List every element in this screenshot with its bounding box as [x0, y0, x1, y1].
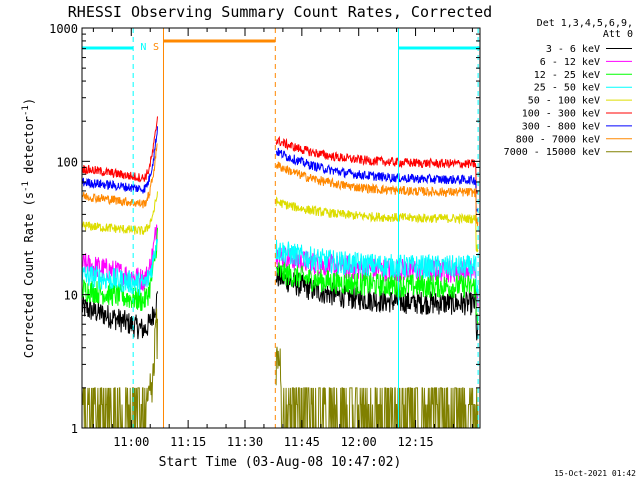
y-axis-label-end: ) — [22, 98, 36, 105]
y-axis-label-main: Corrected Count Rate (s — [22, 192, 36, 358]
x-tick-label: 11:15 — [170, 435, 206, 449]
legend-label: 6 - 12 keV — [540, 57, 600, 68]
x-tick-label: 12:15 — [397, 435, 433, 449]
y-axis-label: Corrected Count Rate (s-1 detector-1) — [21, 98, 36, 358]
legend-header: Det 1,3,4,5,6,9, — [537, 18, 633, 29]
series-line-pre — [81, 191, 158, 235]
series-line-post — [275, 135, 479, 195]
x-tick-label: 12:00 — [341, 435, 377, 449]
series-line-post — [275, 161, 479, 227]
series-line-post — [275, 196, 479, 253]
series-line-pre — [81, 143, 158, 209]
series-line-post — [275, 147, 479, 212]
legend-label: 7000 - 15000 keV — [504, 147, 600, 158]
legend-label: 50 - 100 keV — [528, 96, 600, 107]
legend-label: 12 - 25 keV — [534, 70, 600, 81]
series-line-post — [275, 346, 479, 429]
y-axis-label-sup1: -1 — [21, 181, 31, 192]
series-line-pre — [81, 238, 158, 296]
legend-label: 25 - 50 keV — [534, 83, 600, 94]
x-axis-label: Start Time (03-Aug-08 10:47:02) — [159, 455, 402, 470]
y-axis-label-sup2: -1 — [21, 105, 31, 116]
legend-label: 100 - 300 keV — [522, 109, 600, 120]
y-tick-label: 1 — [71, 422, 78, 436]
series-line-post — [275, 239, 479, 297]
x-tick-label: 11:00 — [113, 435, 149, 449]
annotation-n: N — [140, 42, 146, 53]
series-line-pre — [81, 308, 158, 429]
plot-frame — [81, 27, 481, 429]
timestamp: 15-Oct-2021 01:42 — [554, 469, 636, 478]
series-line-pre — [81, 291, 158, 340]
x-tick-label: 11:30 — [227, 435, 263, 449]
legend-label: 300 - 800 keV — [522, 121, 600, 132]
x-tick-label: 11:45 — [284, 435, 320, 449]
legend-label: 3 - 6 keV — [546, 44, 600, 55]
y-tick-label: 1000 — [49, 22, 78, 36]
y-tick-label: 100 — [56, 155, 78, 169]
annotation-s: S — [153, 42, 159, 53]
y-axis-label-mid: detector — [22, 116, 36, 181]
series-layer — [81, 116, 479, 429]
y-tick-label: 10 — [64, 289, 78, 303]
legend-header: Att 0 — [603, 29, 633, 40]
legend: Det 1,3,4,5,6,9,Att 03 - 6 keV 6 - 12 keV… — [504, 18, 633, 158]
legend-label: 800 - 7000 keV — [516, 134, 600, 145]
chart-title: RHESSI Observing Summary Count Rates, Co… — [68, 3, 492, 21]
axes-layer: 1 10 100 1000 11:00 11:15 11:30 11:45 12:00 12:15 — [49, 22, 480, 449]
series-line-pre — [81, 126, 158, 194]
series-line-pre — [81, 116, 158, 183]
series-line-post — [275, 261, 479, 324]
